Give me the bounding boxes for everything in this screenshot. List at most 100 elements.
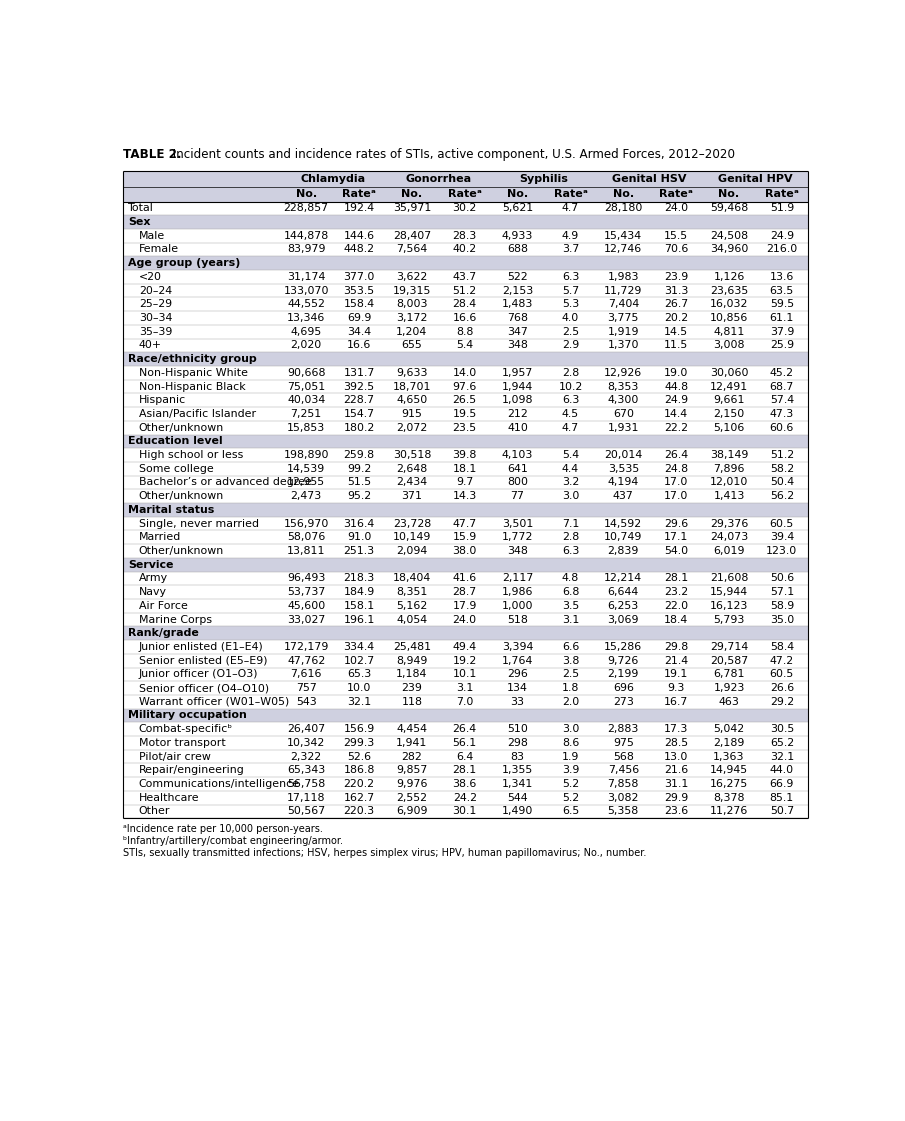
Text: 65,343: 65,343 [287,766,325,776]
Text: 18.1: 18.1 [452,464,477,474]
Text: 158.4: 158.4 [344,299,375,309]
Text: 60.5: 60.5 [770,669,794,679]
Text: 14.0: 14.0 [452,368,477,378]
Text: 5.3: 5.3 [562,299,579,309]
Text: 299.3: 299.3 [343,738,375,748]
Text: 28.3: 28.3 [452,231,477,241]
Text: Communications/intelligence: Communications/intelligence [138,779,300,789]
Text: 24.0: 24.0 [452,614,477,624]
Text: 39.4: 39.4 [770,532,794,543]
Text: 2.5: 2.5 [562,326,579,336]
Text: 7,858: 7,858 [607,779,639,789]
Text: 7.0: 7.0 [456,697,473,706]
Text: 162.7: 162.7 [343,793,375,803]
Text: High school or less: High school or less [138,450,243,460]
Text: 18,404: 18,404 [393,574,431,583]
Text: 172,179: 172,179 [283,642,329,652]
Text: 543: 543 [296,697,317,706]
Text: 2,883: 2,883 [607,724,639,734]
Text: ᵃIncidence rate per 10,000 person-years.: ᵃIncidence rate per 10,000 person-years. [123,824,323,834]
Text: 1,986: 1,986 [502,587,533,597]
Text: 1,000: 1,000 [502,601,533,611]
Text: 83: 83 [510,751,525,761]
Bar [123,475,808,490]
Bar [123,572,808,585]
Text: Non-Hispanic White: Non-Hispanic White [138,368,248,378]
Bar [123,407,808,420]
Text: 437: 437 [613,491,634,501]
Bar [123,654,808,667]
Text: 3.0: 3.0 [562,724,579,734]
Text: 2,072: 2,072 [396,423,427,433]
Text: 641: 641 [507,464,528,474]
Text: 50.7: 50.7 [770,806,794,816]
Text: 41.6: 41.6 [452,574,477,583]
Text: Single, never married: Single, never married [138,519,259,529]
Text: 31.3: 31.3 [664,286,689,296]
Text: 12,926: 12,926 [605,368,643,378]
Bar [123,393,808,407]
Text: No.: No. [296,189,317,200]
Text: 22.2: 22.2 [664,423,688,433]
Text: 20,014: 20,014 [605,450,643,460]
Text: 11,276: 11,276 [710,806,748,816]
Bar [123,202,808,215]
Text: 33,027: 33,027 [287,614,326,624]
Text: 24,508: 24,508 [710,231,748,241]
Text: 10.0: 10.0 [347,683,371,693]
Text: 6,909: 6,909 [396,806,428,816]
Text: 3.8: 3.8 [562,656,579,666]
Text: 757: 757 [296,683,317,693]
Text: 58.2: 58.2 [770,464,794,474]
Text: 5.7: 5.7 [562,286,579,296]
Text: 3.2: 3.2 [562,478,579,488]
Text: 14.5: 14.5 [664,326,688,336]
Text: 26,407: 26,407 [287,724,325,734]
Text: 273: 273 [613,697,634,706]
Text: 915: 915 [402,409,423,419]
Text: 47.2: 47.2 [770,656,794,666]
Bar [123,365,808,380]
Text: 5.2: 5.2 [562,793,579,803]
Text: 30,518: 30,518 [393,450,431,460]
Text: 192.4: 192.4 [344,203,375,213]
Text: 20,587: 20,587 [710,656,748,666]
Text: 5.4: 5.4 [456,341,473,351]
Text: 14,945: 14,945 [710,766,748,776]
Text: 28.1: 28.1 [452,766,477,776]
Text: 6.3: 6.3 [562,546,579,556]
Text: 32.1: 32.1 [347,697,371,706]
Text: 4.7: 4.7 [562,423,579,433]
Text: 1,919: 1,919 [607,326,639,336]
Text: 9,976: 9,976 [396,779,428,789]
Text: 5,106: 5,106 [713,423,745,433]
Text: 5,162: 5,162 [396,601,427,611]
Text: 10,149: 10,149 [393,532,431,543]
Bar [123,462,808,475]
Bar [123,695,808,708]
Text: 2,473: 2,473 [291,491,322,501]
Text: 392.5: 392.5 [344,381,375,391]
Text: 9.3: 9.3 [668,683,685,693]
Text: 69.9: 69.9 [347,313,371,323]
Text: 184.9: 184.9 [343,587,375,597]
Text: 28.1: 28.1 [664,574,689,583]
Text: 2.0: 2.0 [562,697,579,706]
Text: 83,979: 83,979 [287,244,326,254]
Text: 28.4: 28.4 [452,299,477,309]
Text: 30.1: 30.1 [452,806,477,816]
Bar [123,585,808,599]
Text: 4,054: 4,054 [396,614,427,624]
Text: Healthcare: Healthcare [138,793,199,803]
Bar [123,777,808,791]
Text: 2,322: 2,322 [291,751,322,761]
Bar [123,503,808,517]
Text: 6,253: 6,253 [607,601,639,611]
Text: 3.9: 3.9 [562,766,579,776]
Text: Rateᵃ: Rateᵃ [448,189,481,200]
Text: 50.6: 50.6 [770,574,794,583]
Text: 47,762: 47,762 [287,656,325,666]
Text: 47.3: 47.3 [770,409,794,419]
Text: 133,070: 133,070 [283,286,329,296]
Text: 1,184: 1,184 [396,669,427,679]
